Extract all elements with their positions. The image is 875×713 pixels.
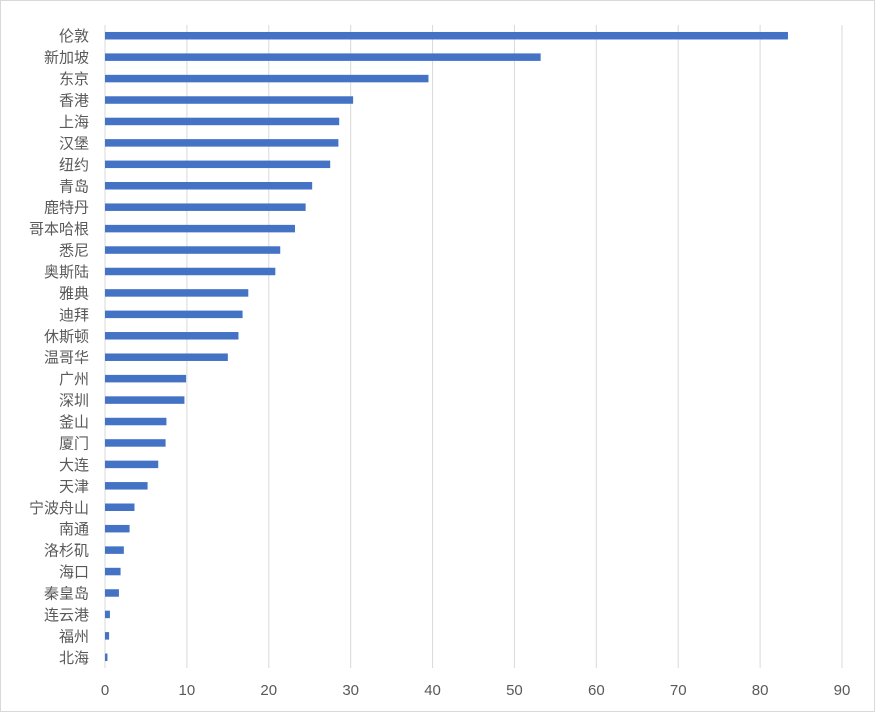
bar — [105, 567, 121, 576]
bar — [105, 610, 110, 619]
x-tick-labels: 0 10 20 30 40 50 60 70 80 90 — [101, 682, 851, 699]
bar — [105, 310, 243, 319]
bar — [105, 182, 313, 190]
category-label: 哥本哈根 — [29, 220, 89, 238]
bar — [105, 289, 249, 297]
category-label: 鹿特丹 — [44, 199, 89, 217]
bar — [105, 160, 331, 169]
category-label: 汉堡 — [59, 134, 89, 152]
category-label: 上海 — [59, 113, 89, 131]
category-label: 香港 — [59, 92, 89, 110]
bar — [105, 53, 541, 61]
category-label: 大连 — [59, 456, 89, 474]
category-label: 洛杉矶 — [44, 542, 89, 560]
category-label: 东京 — [59, 70, 89, 88]
bar — [105, 653, 108, 662]
x-tick-label: 30 — [342, 682, 359, 699]
x-tick-label: 40 — [424, 682, 441, 699]
category-label: 广州 — [59, 370, 89, 388]
bar — [105, 74, 429, 83]
x-tick-label: 60 — [588, 682, 605, 699]
x-tick-label: 20 — [260, 682, 277, 699]
category-label: 休斯顿 — [44, 327, 89, 345]
x-tick-label: 10 — [179, 682, 196, 699]
x-tick-label: 90 — [834, 682, 851, 699]
category-label: 雅典 — [59, 284, 89, 302]
x-tick-label: 70 — [670, 682, 687, 699]
category-label: 悉尼 — [59, 242, 89, 260]
category-label: 伦敦 — [59, 27, 89, 45]
x-tick-label: 50 — [506, 682, 523, 699]
category-label: 青岛 — [59, 177, 89, 195]
bar — [105, 524, 130, 533]
bar — [105, 246, 281, 254]
x-tick-label: 0 — [101, 682, 109, 699]
category-label: 釜山 — [59, 413, 89, 431]
bar — [105, 224, 295, 233]
bar — [105, 632, 110, 640]
bar — [105, 139, 339, 147]
category-label: 北海 — [59, 649, 89, 667]
bar — [105, 267, 276, 276]
category-label: 秦皇岛 — [44, 584, 89, 602]
bar — [105, 96, 354, 104]
category-labels: 伦敦新加坡东京香港上海汉堡纽约青岛鹿特丹哥本哈根悉尼奥斯陆雅典迪拜休斯顿温哥华广… — [29, 27, 89, 667]
category-label: 天津 — [59, 477, 89, 495]
category-label: 迪拜 — [59, 306, 89, 324]
category-label: 宁波舟山 — [29, 499, 89, 517]
bar — [105, 417, 167, 426]
bar — [105, 353, 228, 361]
category-label: 深圳 — [59, 392, 89, 410]
category-label: 海口 — [59, 563, 89, 581]
bar — [105, 396, 185, 404]
x-tick-label: 80 — [752, 682, 769, 699]
category-label: 新加坡 — [44, 49, 89, 67]
category-label: 南通 — [59, 520, 89, 538]
bar — [105, 332, 239, 340]
bar — [105, 546, 124, 554]
bar — [105, 439, 166, 447]
bar — [105, 374, 187, 383]
bar — [105, 482, 148, 490]
gridlines — [104, 25, 843, 668]
bar — [105, 31, 788, 40]
bar — [105, 203, 306, 211]
category-label: 奥斯陆 — [44, 263, 89, 281]
category-label: 连云港 — [44, 606, 89, 624]
bar — [105, 503, 135, 511]
bar — [105, 460, 159, 469]
category-label: 厦门 — [59, 434, 89, 452]
category-label: 福州 — [59, 627, 89, 645]
category-label: 纽约 — [59, 156, 89, 174]
category-label: 温哥华 — [44, 349, 89, 367]
bars — [105, 31, 788, 662]
bar — [105, 589, 119, 597]
bar — [105, 117, 340, 126]
